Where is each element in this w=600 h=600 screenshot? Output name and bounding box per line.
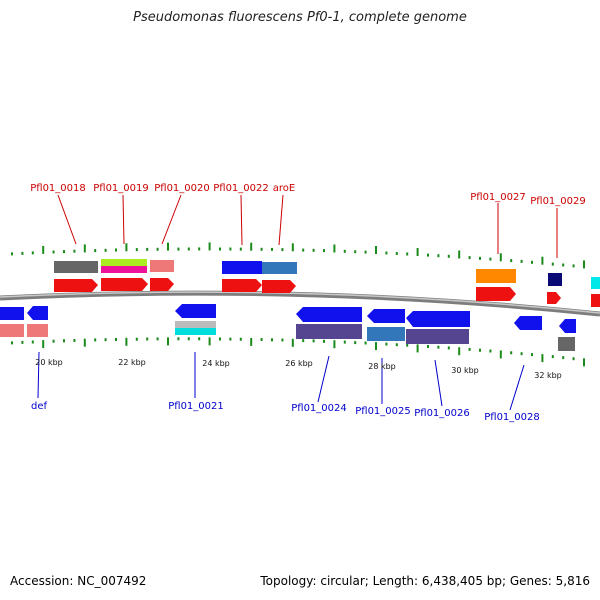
scale-label: 22 kbp xyxy=(118,358,146,367)
feature-block xyxy=(101,259,147,266)
gene-arrow xyxy=(296,307,362,322)
map-title: Pseudomonas fluorescens Pf0-1, complete … xyxy=(133,10,467,25)
feature-block xyxy=(476,269,516,283)
feature-block xyxy=(548,273,562,286)
feature-block xyxy=(54,261,98,273)
gene-arrow xyxy=(150,278,174,291)
scale-labels: 20 kbp 22 kbp 24 kbp 26 kbp 28 kbp 30 kb… xyxy=(35,358,562,380)
gene-arrow xyxy=(27,306,48,320)
feature-block xyxy=(591,277,600,289)
inner-tick-ring xyxy=(11,337,585,367)
gene-label-bottom[interactable]: Pfl01_0024 xyxy=(291,403,347,414)
gene-arrow xyxy=(406,311,470,327)
reverse-strand-features xyxy=(0,304,576,351)
scale-label: 28 kbp xyxy=(368,362,396,371)
gene-label-bottom[interactable]: Pfl01_0021 xyxy=(168,401,224,412)
gene-label-top[interactable]: Pfl01_0018 xyxy=(30,183,86,194)
gene-arrow xyxy=(547,292,561,304)
feature-block xyxy=(175,328,216,335)
feature-block xyxy=(222,261,262,274)
gene-label-top[interactable]: Pfl01_0020 xyxy=(154,183,210,194)
gene-arrow xyxy=(262,280,296,293)
feature-block xyxy=(262,262,297,274)
scale-label: 20 kbp xyxy=(35,358,63,367)
gene-label-top[interactable]: Pfl01_0019 xyxy=(93,183,149,194)
accession-text: Accession: NC_007492 xyxy=(10,574,147,588)
feature-block xyxy=(367,327,405,341)
feature-block xyxy=(27,324,48,337)
callout-lines xyxy=(37,194,558,411)
gene-label-top[interactable]: Pfl01_0022 xyxy=(213,183,269,194)
gene-arrow xyxy=(514,316,542,330)
gene-arrow xyxy=(222,279,262,292)
genome-backbone-highlight xyxy=(0,291,600,314)
feature-block xyxy=(101,266,147,273)
scale-label: 32 kbp xyxy=(534,371,562,380)
gene-label-bottom[interactable]: def xyxy=(31,401,48,412)
scale-label: 26 kbp xyxy=(285,359,313,368)
outer-tick-ring xyxy=(11,242,585,269)
genome-backbone xyxy=(0,290,600,317)
gene-arrow xyxy=(101,278,148,291)
feature-block xyxy=(150,260,174,272)
feature-block xyxy=(0,324,24,337)
feature-block xyxy=(406,329,469,344)
top-gene-labels: Pfl01_0018 Pfl01_0019 Pfl01_0020 Pfl01_0… xyxy=(30,183,586,207)
bottom-gene-labels: def Pfl01_0021 Pfl01_0024 Pfl01_0025 Pfl… xyxy=(31,401,540,423)
gene-arrow xyxy=(0,307,24,320)
gene-arrow xyxy=(54,279,98,292)
gene-arrow xyxy=(476,287,516,301)
gene-arrow xyxy=(559,319,576,333)
gene-arrow xyxy=(175,304,216,318)
gene-label-bottom[interactable]: Pfl01_0028 xyxy=(484,412,540,423)
feature-block xyxy=(558,337,575,351)
feature-block xyxy=(591,294,600,307)
genome-summary-text: Topology: circular; Length: 6,438,405 bp… xyxy=(260,574,590,588)
scale-label: 24 kbp xyxy=(202,359,230,368)
gene-label-top[interactable]: aroE xyxy=(273,183,295,194)
gene-label-top[interactable]: Pfl01_0027 xyxy=(470,192,526,203)
gene-arrow xyxy=(367,309,405,323)
feature-block xyxy=(296,324,362,339)
forward-strand-features xyxy=(54,259,600,307)
gene-label-top[interactable]: Pfl01_0029 xyxy=(530,196,586,207)
feature-block xyxy=(175,321,216,328)
gene-label-bottom[interactable]: Pfl01_0025 xyxy=(355,406,411,417)
gene-label-bottom[interactable]: Pfl01_0026 xyxy=(414,408,470,419)
scale-label: 30 kbp xyxy=(451,366,479,375)
